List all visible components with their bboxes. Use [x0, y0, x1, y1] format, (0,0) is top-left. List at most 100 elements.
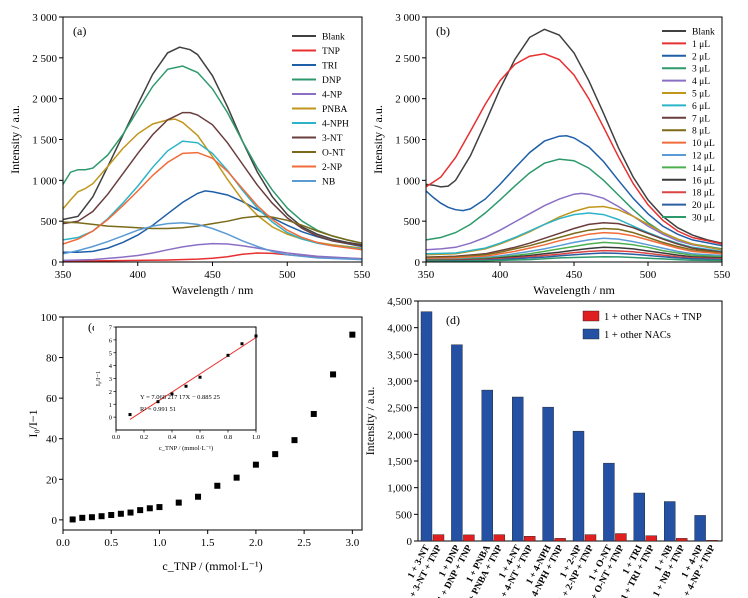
inset-x-tick-label: 0.4 — [168, 434, 177, 441]
inset-y-tick-label: 1 — [109, 402, 112, 409]
inset-x-tick-label: 0.6 — [196, 434, 205, 441]
y-tick-label: 1,000 — [387, 483, 412, 495]
inset-data-point-2 — [170, 392, 174, 396]
data-point-19 — [349, 331, 356, 338]
y-tick-label: 0 — [407, 536, 413, 548]
y-tick-label: 2,500 — [387, 403, 412, 415]
x-axis-label: Wavelength / nm — [172, 283, 254, 297]
y-tick-label: 2 000 — [395, 94, 420, 106]
series-line-2 — [63, 190, 363, 253]
inset-y-tick-label: 0 — [109, 415, 112, 422]
bar-red-8 — [676, 538, 688, 542]
series-line-11 — [425, 241, 723, 261]
data-point-4 — [108, 511, 115, 518]
bar-blue-2 — [481, 389, 493, 542]
series-line-10 — [425, 237, 723, 261]
plot-frame — [62, 316, 363, 531]
inset-y-tick-label: 4 — [109, 363, 113, 370]
x-tick-label: 0.5 — [104, 537, 118, 549]
y-tick-label: 20 — [46, 474, 58, 486]
y-tick-label: 100 — [41, 312, 58, 324]
data-point-1 — [79, 514, 86, 521]
legend-label: 1 + other NACs — [604, 330, 671, 341]
legend-label: TRI — [322, 62, 337, 72]
series-line-1 — [425, 53, 723, 245]
x-tick-label: 500 — [640, 269, 657, 281]
legend-label: O-NT — [322, 149, 345, 159]
bar-blue-8 — [664, 501, 676, 542]
inset-fit-line — [129, 337, 257, 420]
inset-fit-r2: R² = 0.991 51 — [140, 406, 176, 413]
inset-data-point-7 — [254, 334, 258, 338]
legend-label: 30 μL — [692, 214, 715, 224]
y-tick-label: 2 000 — [32, 94, 57, 106]
y-tick-label: 3,000 — [387, 376, 412, 388]
x-tick-label: 1.5 — [201, 537, 215, 549]
inset-x-tick-label: 0.2 — [140, 434, 148, 441]
series-line-9 — [62, 151, 363, 251]
inset-data-point-3 — [184, 384, 188, 388]
y-axis-label: Intensity / a.u. — [8, 105, 22, 174]
plot-frame — [417, 300, 723, 542]
series-line-8 — [425, 227, 723, 259]
data-point-6 — [127, 509, 134, 516]
bar-blue-3 — [512, 396, 524, 542]
bar-blue-4 — [542, 406, 554, 542]
data-point-18 — [330, 371, 337, 378]
panel-label: (d) — [446, 313, 460, 327]
bar-blue-7 — [633, 492, 645, 542]
y-tick-label: 60 — [46, 393, 58, 405]
inset-data-point-1 — [156, 400, 160, 404]
y-tick-label: 500 — [404, 216, 421, 228]
y-tick-label: 2,000 — [387, 429, 412, 441]
series-line-6 — [425, 212, 723, 255]
y-tick-label: 4,500 — [387, 296, 412, 308]
series-line-5 — [425, 205, 723, 256]
y-tick-label: 1 000 — [32, 175, 57, 187]
data-point-15 — [272, 451, 279, 458]
inset-y-tick-label: 2 — [109, 389, 112, 396]
series-line-4 — [62, 242, 363, 262]
y-tick-label: 80 — [46, 353, 58, 365]
y-tick-label: 2 500 — [395, 53, 420, 65]
legend-label: DNP — [322, 76, 341, 86]
legend-label: 3-NT — [322, 134, 343, 144]
y-tick-label: 0 — [52, 515, 58, 527]
bar-red-6 — [615, 533, 627, 542]
bar-blue-1 — [451, 344, 463, 542]
bar-red-1 — [463, 534, 475, 542]
inset-y-tick-label: 6 — [109, 337, 113, 344]
x-tick-label: 400 — [130, 269, 147, 281]
data-point-10 — [175, 499, 182, 506]
x-tick-label: 450 — [204, 269, 221, 281]
series-line-15 — [425, 255, 723, 263]
x-tick-label: 550 — [354, 269, 371, 281]
inset-background — [94, 323, 264, 460]
bar-red-4 — [554, 538, 566, 542]
data-point-9 — [156, 504, 163, 511]
legend-label: NB — [322, 178, 335, 188]
x-axis-label: Wavelength / nm — [533, 283, 615, 297]
series-line-14 — [425, 252, 723, 262]
y-tick-label: 3 000 — [395, 12, 420, 24]
y-tick-label: 2 500 — [32, 53, 57, 65]
bar-blue-6 — [603, 462, 615, 542]
y-tick-label: 1,500 — [387, 456, 412, 468]
legend-label: 3 μL — [692, 65, 710, 75]
x-tick-label: 3.0 — [345, 537, 359, 549]
series-line-2 — [425, 135, 723, 247]
bar-blue-5 — [572, 430, 585, 542]
inset-data-point-6 — [240, 342, 244, 346]
legend-label: 16 μL — [692, 176, 715, 186]
x-tick-label: 2.5 — [297, 537, 311, 549]
data-point-16 — [291, 437, 298, 444]
inset-y-tick-label: 7 — [109, 325, 113, 332]
data-point-13 — [233, 474, 240, 481]
legend-swatch — [582, 328, 600, 340]
legend-label: Blank — [692, 28, 715, 38]
y-tick-label: 1 500 — [395, 135, 420, 147]
panel-d-bar-chart: 0 500 1,000 1,500 2,000 2,500 3,000 3,500 4,000 4… — [363, 296, 723, 598]
y-tick-label: 0 — [52, 257, 58, 269]
bar-blue-9 — [694, 515, 706, 542]
